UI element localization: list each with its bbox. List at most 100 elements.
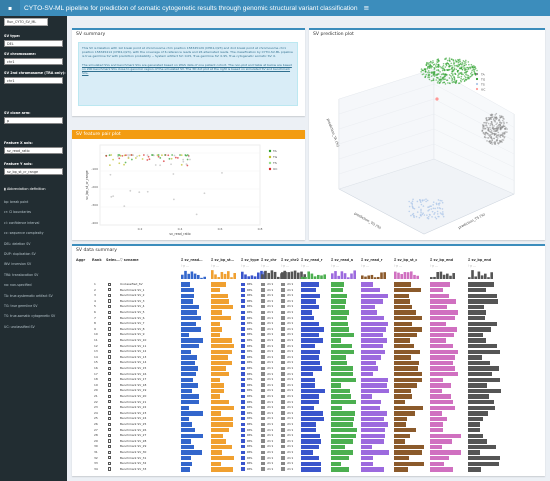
row-select-checkbox[interactable] (108, 400, 112, 404)
sv-type-select[interactable]: DEL (4, 40, 63, 47)
table-svname[interactable]: Benchmark SV_9 (120, 332, 145, 337)
column-filter-icon[interactable]: ⫶ ▽ ⋯ (301, 264, 309, 268)
menu-toggle-icon[interactable]: ≡ (363, 4, 370, 12)
table-svname[interactable]: Benchmark SV_26 (120, 427, 147, 432)
data-summary-table[interactable]: Aggr Rank Selec… ▽ svname Σ sv_read… Σ sv_bp_… (76, 258, 514, 473)
column-header[interactable]: Σ sv_read_r (301, 258, 323, 262)
row-select-checkbox[interactable] (108, 332, 112, 337)
sv-clone-arm-select[interactable]: p (4, 117, 63, 124)
table-svname[interactable]: Benchmark SV_14 (120, 360, 147, 365)
table-svname[interactable]: Benchmark SV_13 (120, 354, 147, 359)
row-select-checkbox[interactable] (108, 327, 112, 331)
column-filter-icon[interactable]: ⫶ ▽ ⋯ (261, 264, 269, 268)
column-filter-icon[interactable]: ⫶ ▽ ⋯ (181, 264, 189, 268)
table-svname[interactable]: Benchmark SV_31 (120, 455, 147, 460)
table-svname[interactable]: Benchmark SV_7 (120, 321, 145, 326)
table-svname[interactable]: Benchmark SV_27 (120, 433, 147, 438)
table-svname[interactable]: Benchmark SV_19 (120, 388, 147, 393)
row-select-checkbox[interactable] (108, 422, 112, 426)
column-filter-icon[interactable]: ⫶ ▽ ⋯ (281, 264, 289, 268)
column-filter-icon[interactable]: ⫶ ▽ ⋯ (211, 264, 219, 268)
dataset-selector[interactable]: Run_CYTO_SV_ML (4, 18, 48, 26)
prediction-3d-plot[interactable]: prediction_TG (%) prediction_TS (%)predic… (309, 39, 545, 242)
row-select-checkbox[interactable] (108, 355, 112, 359)
row-select-checkbox[interactable] (108, 450, 112, 454)
column-header[interactable]: Σ sv_read… (181, 258, 203, 262)
table-svname[interactable]: Benchmark SV_12 (120, 349, 147, 354)
table-svname[interactable]: Benchmark SV_30 (120, 450, 147, 454)
row-select-checkbox[interactable] (108, 316, 112, 320)
row-select-checkbox[interactable] (108, 444, 112, 449)
column-header[interactable]: Σ sv_read_r (361, 258, 383, 262)
table-svname[interactable]: Benchmark SV_29 (120, 444, 147, 449)
abbreviation-title[interactable]: ▮ Abbreviation definition (4, 187, 46, 191)
row-select-checkbox[interactable] (108, 360, 112, 365)
row-select-checkbox[interactable] (108, 372, 112, 376)
row-select-checkbox[interactable] (108, 383, 112, 387)
row-select-checkbox[interactable] (108, 388, 112, 393)
table-svname[interactable]: Benchmark SV_3 (120, 298, 145, 303)
table-svname[interactable]: Benchmark SV_6 (120, 315, 145, 320)
sv-chromosome-select[interactable]: chr1 (4, 58, 63, 65)
row-select-checkbox[interactable] (108, 405, 112, 410)
row-select-checkbox[interactable] (108, 433, 112, 438)
feature-pair-plot[interactable]: -100 -200 -300 -400 0.2 0.4 0.6 0.8 sv_read_rati… (72, 139, 305, 240)
column-header[interactable]: Rank (92, 258, 102, 262)
column-header[interactable]: Σ sv_bp_end (468, 258, 492, 262)
table-svname[interactable]: Benchmark SV_2 (120, 293, 145, 298)
feature-x-select[interactable]: sv_read_ratio (4, 147, 63, 154)
table-svname[interactable]: Benchmark SV_10 (120, 338, 147, 342)
row-select-checkbox[interactable] (108, 344, 112, 348)
row-select-checkbox[interactable] (108, 394, 112, 398)
column-header[interactable]: Selec… (106, 258, 120, 262)
column-header[interactable]: Σ sv_chr (261, 258, 277, 262)
row-select-checkbox[interactable] (108, 282, 112, 286)
table-svname[interactable]: Benchmark SV_1 (120, 287, 145, 292)
table-svname[interactable]: Benchmark SV_23 (120, 410, 147, 415)
column-filter-icon[interactable]: ⫶ ▽ ⋯ (241, 264, 249, 268)
row-select-checkbox[interactable] (108, 310, 112, 314)
column-header[interactable]: Σ sv_type (241, 258, 259, 262)
table-svname[interactable]: Benchmark SV_8 (120, 326, 145, 331)
row-select-checkbox[interactable] (108, 299, 112, 303)
table-svname[interactable]: Benchmark SV_33 (120, 466, 147, 471)
table-svname[interactable]: Benchmark SV_18 (120, 382, 147, 387)
column-filter-icon[interactable]: ⫶ ▽ ⋯ (331, 264, 339, 268)
table-svname[interactable]: Benchmark SV_15 (120, 366, 147, 370)
row-select-checkbox[interactable] (108, 467, 112, 471)
column-header[interactable]: Σ sv_bp_st_c (394, 258, 418, 262)
table-svname[interactable]: Benchmark SV_4 (120, 304, 145, 309)
row-select-checkbox[interactable] (108, 411, 112, 415)
row-select-checkbox[interactable] (108, 293, 112, 298)
table-svname[interactable]: Benchmark SV_28 (120, 438, 147, 443)
row-select-checkbox[interactable] (108, 456, 112, 460)
row-select-checkbox[interactable] (108, 461, 112, 466)
column-header[interactable]: Σ sv_chr2 (281, 258, 299, 262)
row-select-checkbox[interactable] (108, 349, 112, 354)
table-svname[interactable]: Benchmark SV_20 (120, 394, 147, 398)
column-filter-icon[interactable]: ⫶ ▽ ⋯ (361, 264, 369, 268)
row-select-checkbox[interactable] (108, 377, 112, 382)
row-select-checkbox[interactable] (108, 321, 112, 326)
column-header[interactable]: Σ sv_bp_end (430, 258, 454, 262)
row-select-checkbox[interactable] (108, 416, 112, 421)
table-svname[interactable]: Benchmark SV_5 (120, 310, 145, 314)
feature-y-select[interactable]: sv_bp_st_cr_range (4, 168, 63, 175)
row-select-checkbox[interactable] (108, 338, 112, 342)
column-header[interactable]: ▽ svname (120, 258, 139, 262)
row-select-checkbox[interactable] (108, 428, 112, 432)
table-svname[interactable]: Benchmark SV_17 (120, 377, 147, 382)
column-filter-icon[interactable]: ⫶ ▽ ⋯ (394, 264, 402, 268)
row-select-checkbox[interactable] (108, 439, 112, 443)
table-svname[interactable]: Benchmark SV_25 (120, 422, 147, 426)
table-svname[interactable]: Unclassified_SV (120, 282, 143, 286)
table-svname[interactable]: Benchmark SV_24 (120, 416, 147, 421)
table-svname[interactable]: Benchmark SV_32 (120, 461, 147, 466)
row-select-checkbox[interactable] (108, 366, 112, 370)
column-header[interactable]: Aggr (76, 258, 86, 262)
row-select-checkbox[interactable] (108, 304, 112, 309)
row-select-checkbox[interactable] (108, 288, 112, 292)
table-svname[interactable]: Benchmark SV_16 (120, 371, 147, 376)
column-header[interactable]: Σ sv_read_a (331, 258, 354, 262)
table-svname[interactable]: Benchmark SV_11 (120, 343, 147, 348)
